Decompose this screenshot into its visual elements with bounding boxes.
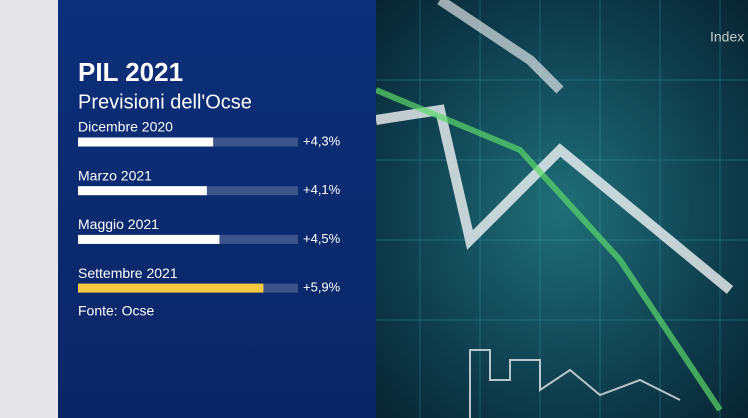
category-label: Maggio 2021 (78, 216, 159, 232)
source: Fonte: Ocse (78, 303, 154, 319)
decor-arrow (437, 0, 564, 94)
category-label: Dicembre 2020 (78, 119, 173, 135)
value-label: +4,3% (303, 133, 341, 148)
chart-subtitle: Previsioni dell'Ocse (78, 91, 252, 113)
chart-title: PIL 2021 (78, 57, 183, 87)
bar (78, 137, 214, 147)
value-label: +4,5% (303, 231, 341, 246)
background-label: Index (710, 29, 744, 45)
value-label: +5,9% (303, 280, 341, 295)
bar (78, 186, 207, 196)
background-image (376, 0, 748, 418)
bar (78, 283, 264, 293)
left-margin (0, 0, 58, 418)
panel (58, 0, 376, 418)
decor-arrow (375, 104, 734, 294)
category-label: Settembre 2021 (78, 265, 178, 281)
bar (78, 234, 220, 244)
category-label: Marzo 2021 (78, 167, 152, 183)
decor-arrow (374, 87, 723, 412)
value-label: +4,1% (303, 182, 341, 197)
decor-line (469, 349, 681, 418)
